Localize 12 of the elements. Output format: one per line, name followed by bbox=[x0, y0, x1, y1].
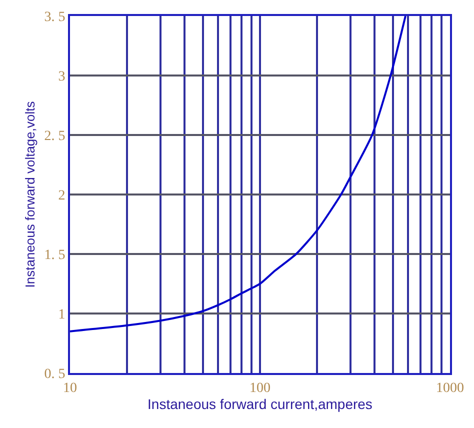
y-tick-label: 3. 5 bbox=[44, 10, 66, 25]
y-tick-label: 0. 5 bbox=[44, 366, 66, 382]
y-tick-label: 3 bbox=[58, 69, 66, 84]
x-axis-title: Instaneous forward current,amperes bbox=[148, 396, 372, 412]
y-tick-label: 1. 5 bbox=[44, 248, 66, 263]
x-tick-label: 100 bbox=[250, 380, 270, 396]
y-tick-label: 2. 5 bbox=[44, 128, 66, 144]
y-tick-label: 2 bbox=[58, 188, 66, 204]
y-tick-label: 1 bbox=[58, 307, 66, 322]
x-tick-label: 10 bbox=[63, 380, 77, 396]
y-axis-title: Instaneous forward voltage,volts bbox=[22, 100, 38, 288]
x-tick-label: 1000 bbox=[436, 380, 464, 396]
